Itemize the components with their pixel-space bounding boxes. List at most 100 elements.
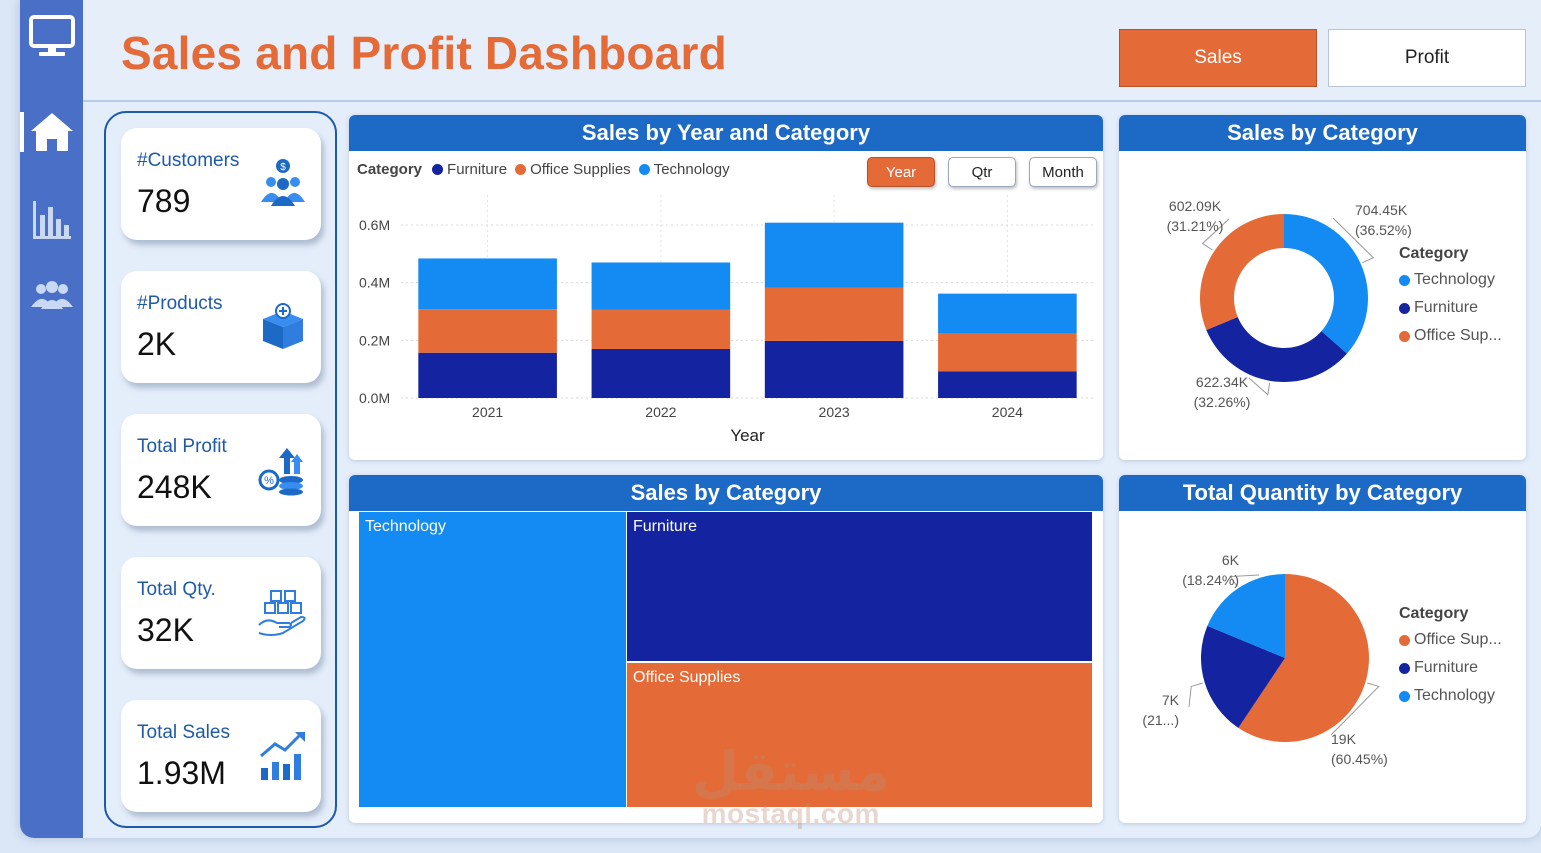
legend-label: Furniture — [1414, 659, 1479, 676]
legend-item-furniture[interactable]: Furniture — [1399, 659, 1502, 677]
kpi-label: Total Qty. — [137, 579, 216, 600]
legend-item-furniture[interactable]: Furniture — [432, 161, 507, 178]
bar-segment-office-supplies — [764, 287, 904, 341]
home-icon[interactable] — [20, 108, 83, 156]
dashboard-frame: Sales and Profit Dashboard Sales Profit … — [20, 0, 1541, 838]
furniture-dot — [1399, 662, 1410, 674]
bar-chart-panel: Sales by Year and Category Category Furn… — [349, 115, 1103, 460]
legend-label: Technology — [1414, 687, 1495, 704]
month-button[interactable]: Month — [1029, 157, 1097, 187]
panel-title: Sales by Year and Category — [349, 115, 1103, 151]
legend-title: Category — [357, 161, 423, 178]
kpi-value: 1.93M — [137, 755, 226, 791]
bar-segment-office-supplies — [418, 309, 557, 353]
legend-label: Technology — [653, 161, 730, 178]
people-icon[interactable] — [20, 272, 83, 320]
active-indicator — [20, 112, 24, 152]
data-label-value: 622.34K — [1196, 374, 1249, 390]
bar-segment-technology — [938, 293, 1077, 334]
pie-chart-panel: Total Quantity by Category 19K (60.45%) 7K… — [1119, 475, 1526, 823]
bar-segment-technology — [418, 258, 557, 310]
legend-label: Office Sup... — [1414, 631, 1502, 648]
slice-technology — [1284, 214, 1368, 354]
customers-icon: $ — [257, 158, 309, 210]
quantity-boxes-icon — [257, 587, 309, 639]
year-button[interactable]: Year — [867, 157, 935, 187]
treemap-cell-office-supplies[interactable]: Office Supplies — [627, 663, 1092, 807]
profit-button[interactable]: Profit — [1328, 29, 1526, 87]
y-tick-label: 0.0M — [359, 390, 390, 406]
legend-title: Category — [1399, 605, 1469, 622]
y-tick-label: 0.4M — [359, 275, 390, 291]
data-label-percent: (32.26%) — [1194, 394, 1251, 410]
data-label-percent: (36.52%) — [1355, 222, 1412, 238]
kpi-card-customers: #Customers 789 $ — [121, 128, 321, 240]
panel-title: Sales by Category — [349, 475, 1103, 511]
page-title: Sales and Profit Dashboard — [121, 27, 727, 79]
x-tick-label: 2021 — [472, 404, 503, 420]
bar-segment-furniture — [418, 352, 557, 398]
kpi-panel: #Customers 789 $ #Products 2K — [104, 111, 337, 828]
profit-coins-icon: % — [257, 444, 309, 496]
kpi-label: #Products — [137, 293, 223, 314]
kpi-card-products: #Products 2K — [121, 271, 321, 383]
legend-title: Category — [1399, 245, 1469, 262]
technology-dot — [1399, 690, 1410, 702]
office-supplies-dot — [1399, 330, 1410, 342]
legend-item-office-supplies[interactable]: Office Sup... — [1399, 631, 1502, 649]
svg-text:%: % — [264, 475, 274, 487]
technology-dot — [638, 164, 650, 175]
data-label-percent: (31.21%) — [1167, 218, 1224, 234]
donut-chart: 704.45K (36.52%) 622.34K (32.26%) 602.09K (31… — [1167, 198, 1412, 410]
bar-segment-furniture — [938, 371, 1077, 398]
data-label-percent: (60.45%) — [1331, 751, 1388, 767]
office-supplies-dot — [515, 164, 527, 175]
legend-label: Technology — [1414, 271, 1495, 288]
bar-segment-technology — [591, 262, 731, 310]
legend-label: Office Supplies — [530, 161, 631, 178]
legend-item-office-supplies[interactable]: Office Supplies — [515, 161, 631, 178]
treemap-label: Technology — [365, 518, 446, 535]
bar-segment-technology — [764, 222, 904, 288]
treemap-cell-furniture[interactable]: Furniture — [627, 512, 1092, 661]
kpi-value: 32K — [137, 612, 194, 648]
legend-item-furniture[interactable]: Furniture — [1399, 299, 1502, 317]
donut-chart-panel: Sales by Category 704.45K (36.52%) 622.34K… — [1119, 115, 1526, 460]
data-label-value: 7K — [1162, 692, 1180, 708]
legend-label: Office Sup... — [1414, 327, 1502, 344]
treemap-cell-technology[interactable]: Technology — [359, 512, 626, 807]
technology-dot — [1399, 274, 1410, 286]
furniture-dot — [432, 164, 444, 175]
legend-item-technology[interactable]: Technology — [1399, 687, 1502, 705]
legend-item-technology[interactable]: Technology — [638, 161, 730, 178]
furniture-dot — [1399, 302, 1410, 314]
x-tick-label: 2022 — [645, 404, 676, 420]
data-label-value: 6K — [1222, 552, 1240, 568]
leader-line — [1248, 377, 1271, 396]
x-tick-label: 2024 — [992, 404, 1023, 420]
leader-line — [1332, 217, 1375, 264]
office-supplies-dot — [1399, 634, 1410, 646]
bar-segment-office-supplies — [591, 309, 731, 349]
kpi-card-total-profit: Total Profit 248K % — [121, 414, 321, 526]
legend-label: Furniture — [447, 161, 508, 178]
bar-segment-furniture — [764, 340, 904, 398]
qtr-button[interactable]: Qtr — [948, 157, 1016, 187]
monitor-icon[interactable] — [20, 12, 83, 60]
sales-button[interactable]: Sales — [1119, 29, 1317, 87]
donut-legend: Category Technology Furniture Office Sup… — [1399, 245, 1502, 355]
legend-item-technology[interactable]: Technology — [1399, 271, 1502, 289]
bar-chart-icon[interactable] — [20, 196, 83, 244]
y-tick-label: 0.2M — [359, 332, 390, 348]
treemap-panel: Sales by Category Technology Furniture O… — [349, 475, 1103, 823]
data-label-value: 704.45K — [1355, 202, 1408, 218]
slice-office-supplies — [1200, 214, 1284, 330]
x-axis-title: Year — [730, 426, 765, 445]
kpi-card-total-qty: Total Qty. 32K — [121, 557, 321, 669]
leader-line — [1229, 574, 1260, 587]
legend-item-office-supplies[interactable]: Office Sup... — [1399, 327, 1502, 345]
leader-line — [1330, 682, 1380, 736]
treemap-label: Furniture — [633, 518, 698, 535]
pie-chart: 19K (60.45%) 7K (21...) 6K (18.24%) — [1142, 552, 1388, 767]
kpi-label: Total Sales — [137, 722, 230, 743]
